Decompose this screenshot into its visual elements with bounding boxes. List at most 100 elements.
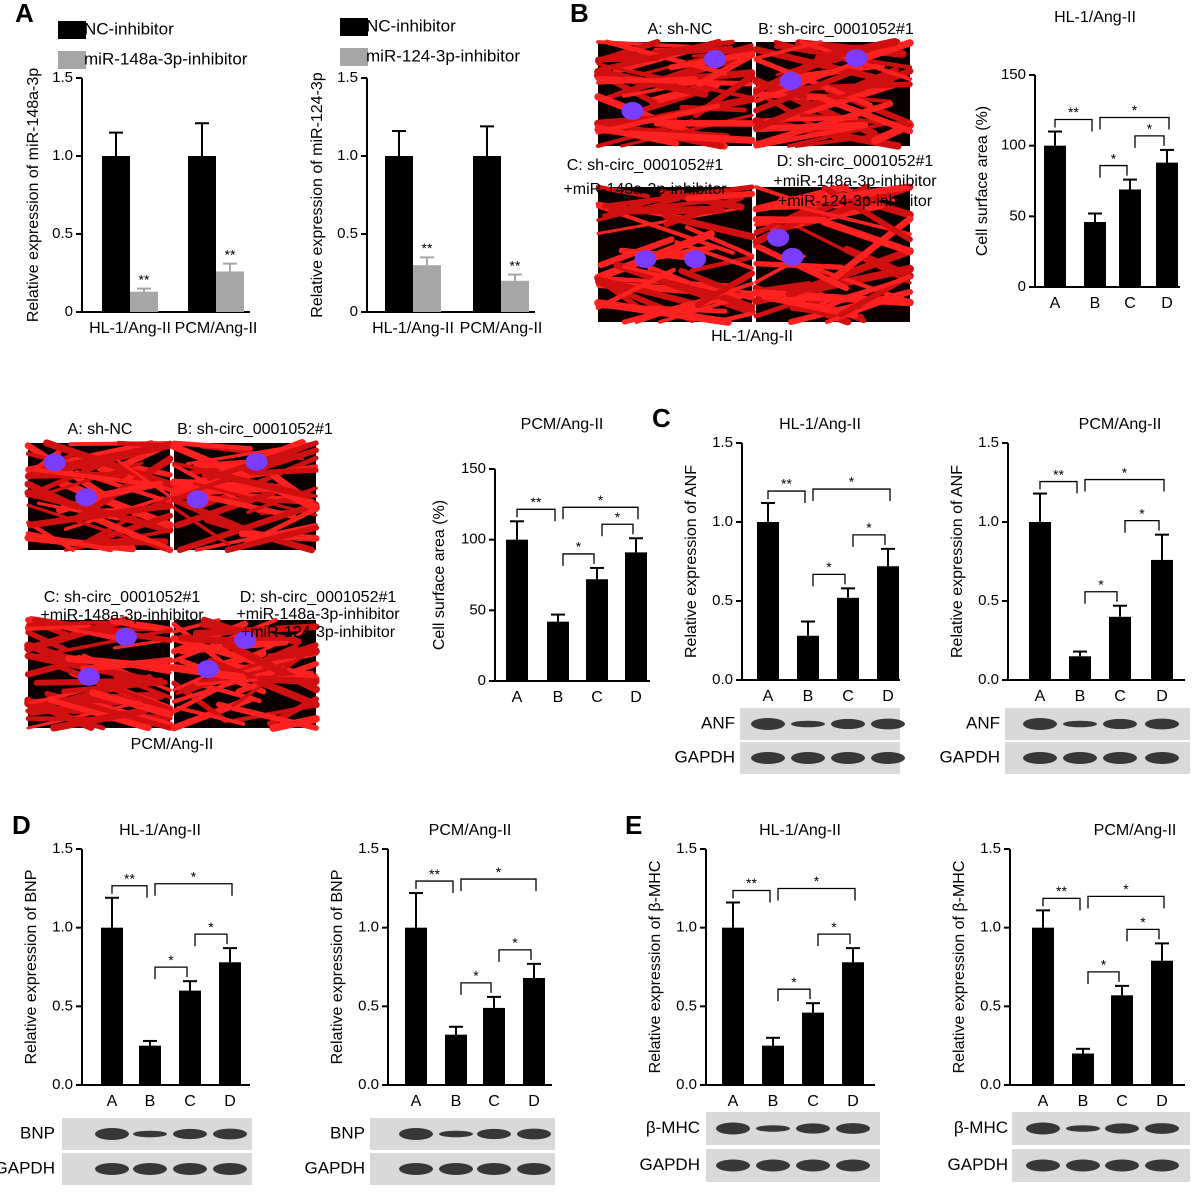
significance-bracket [817, 933, 851, 947]
significance-label: * [1123, 881, 1129, 897]
x-tick-label: D [630, 689, 642, 706]
actin-fiber [171, 440, 253, 451]
significance-bracket [1134, 135, 1165, 148]
actin-fiber [26, 620, 109, 627]
y-tick-label: 1.5 [52, 69, 73, 86]
legend-label: miR-124-3p-inhibitor [366, 46, 520, 65]
actin-fiber [752, 216, 828, 224]
significance-bracket [562, 553, 595, 566]
legend-label: NC-inhibitor [366, 16, 456, 35]
x-tick-label: C [1124, 295, 1136, 312]
blot-band [95, 1163, 129, 1175]
actin-fiber [33, 677, 165, 686]
blot-band [95, 1128, 129, 1140]
significance-bracket [1039, 480, 1078, 494]
y-tick-label: 0 [350, 303, 358, 320]
bar [1151, 960, 1173, 1085]
x-tick-label: D [1156, 1093, 1168, 1110]
blot-band [756, 1159, 790, 1172]
significance-label: * [1139, 505, 1145, 521]
actin-fiber [46, 695, 152, 732]
blot-band [796, 1123, 830, 1134]
nucleus [234, 631, 257, 650]
significance-bracket [1087, 971, 1120, 984]
bar [1111, 995, 1133, 1085]
bar [139, 1045, 161, 1085]
y-tick-label: 1.0 [712, 513, 733, 530]
actin-fiber [608, 205, 725, 215]
significance-bracket [852, 534, 886, 547]
significance-label: * [473, 968, 479, 984]
blot-label: BNP [20, 1123, 55, 1142]
micrograph-label: +miR-124-3p-inhibitor [241, 624, 396, 641]
chart-title: HL-1/Ang-II [779, 416, 861, 433]
blot-label: GAPDH [675, 747, 735, 766]
actin-fiber [233, 703, 319, 723]
panel-letter: E [625, 810, 642, 840]
bar [1156, 162, 1178, 287]
blot-band [399, 1128, 433, 1140]
significance-label: * [814, 873, 820, 889]
bar [219, 962, 241, 1085]
bar [506, 539, 528, 681]
nucleus [75, 488, 98, 507]
y-axis-label: Relative expression of ANF [949, 465, 966, 658]
bar [405, 927, 427, 1085]
significance-label: * [1101, 957, 1107, 973]
legend-swatch [340, 18, 368, 36]
significance-bracket [812, 573, 846, 587]
actin-fiber [753, 56, 873, 108]
actin-fiber [25, 629, 68, 653]
significance-label: ** [746, 875, 757, 891]
bar [547, 621, 569, 681]
significance-label: * [598, 492, 604, 508]
x-tick-label: D [1161, 295, 1173, 312]
x-tick-label: A [512, 689, 523, 706]
x-tick-label: B [553, 689, 564, 706]
significance-bracket [1126, 928, 1160, 942]
significance-bracket [154, 966, 188, 980]
blot-band [1023, 718, 1057, 730]
actin-fiber [753, 123, 868, 149]
micrograph-caption: PCM/Ang-II [131, 736, 214, 753]
bar [385, 156, 413, 312]
actin-fiber [613, 261, 756, 316]
actin-fiber [753, 69, 855, 114]
legend-label: miR-148a-3p-inhibitor [84, 49, 248, 68]
y-tick-label: 0.5 [978, 592, 999, 609]
actin-fiber [662, 212, 756, 241]
nucleus [621, 101, 644, 120]
blot-band [1105, 1123, 1139, 1134]
significance-bracket [415, 880, 454, 894]
actin-fiber [231, 644, 318, 708]
blot-band [836, 1123, 870, 1134]
blot-band [1145, 1159, 1179, 1172]
bar [216, 271, 244, 312]
micrograph-label: +miR-148a-3p-inhibitor [236, 606, 400, 623]
significance-bracket [111, 885, 148, 898]
blot-band [796, 1159, 830, 1172]
bar [586, 579, 608, 681]
actin-fiber [646, 244, 717, 262]
x-tick-label: D [1156, 688, 1168, 705]
x-tick-label: B [768, 1093, 779, 1110]
bar [877, 566, 899, 680]
actin-fiber [685, 190, 756, 202]
actin-fiber [753, 260, 845, 271]
y-tick-label: 0.0 [676, 1076, 697, 1093]
bar [1119, 189, 1141, 287]
y-tick-label: 0.0 [358, 1076, 379, 1093]
significance-bracket [1124, 519, 1160, 533]
bar [762, 1045, 784, 1085]
bar [1032, 927, 1054, 1085]
actin-fiber [116, 440, 173, 448]
micrograph-label: +miR-148a-3p-inhibitor [563, 181, 727, 198]
y-tick-label: 1.0 [676, 919, 697, 936]
chart-title: HL-1/Ang-II [119, 822, 201, 839]
y-tick-label: 0.5 [52, 997, 73, 1014]
y-tick-label: 100 [461, 531, 486, 548]
actin-fiber [224, 524, 320, 554]
blot-band [1066, 1159, 1100, 1172]
nucleus [196, 660, 219, 679]
